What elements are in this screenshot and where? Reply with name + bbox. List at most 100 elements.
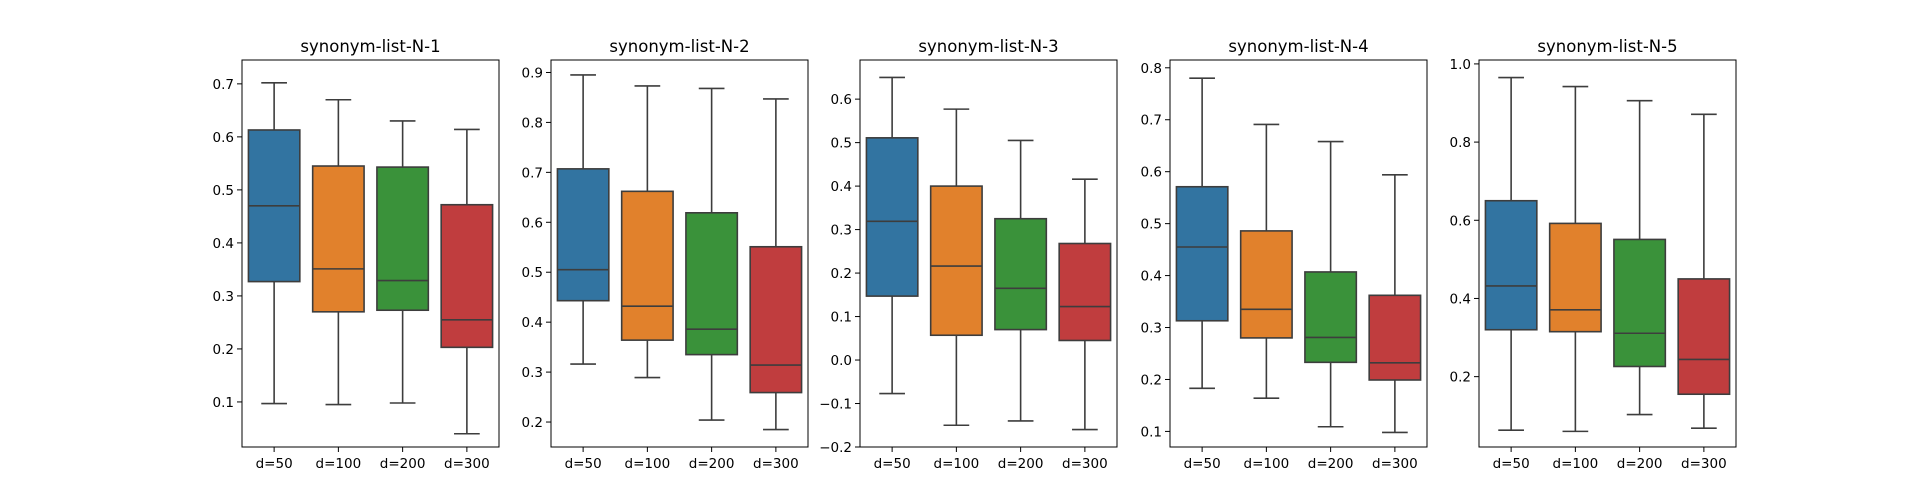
box-d=300 [1058, 178, 1112, 431]
x-tick-label: d=300 [753, 456, 799, 472]
box-d=50 [1175, 77, 1229, 390]
box-iqr [1677, 278, 1731, 396]
x-tick-label: d=50 [256, 456, 293, 472]
axes-frame [1478, 59, 1737, 448]
axes-frame [241, 59, 500, 448]
box-d=50 [247, 81, 301, 405]
box-d=300 [1368, 174, 1422, 434]
x-tick-label: d=50 [1493, 456, 1530, 472]
axes-frame [1169, 59, 1428, 448]
box-d=300 [749, 98, 803, 431]
panel-title: synonym-list-N-4 [1228, 37, 1368, 56]
box-iqr [1484, 199, 1538, 331]
y-tick-label: 0.2 [831, 266, 852, 282]
panel-2: synonym-list-N-2 0.2 0.3 0.4 0.5 0.6 0.7 0.8 0.9… [522, 37, 809, 472]
box-d=100 [1548, 85, 1602, 433]
x-tick-label: d=50 [1184, 456, 1221, 472]
box-d=200 [1304, 140, 1358, 428]
y-tick-label: 0.4 [831, 179, 852, 195]
box-iqr [1368, 294, 1422, 381]
box-iqr [440, 203, 494, 349]
panel-title: synonym-list-N-2 [609, 37, 749, 56]
x-tick-label: d=50 [565, 456, 602, 472]
box-d=200 [994, 139, 1048, 422]
y-tick-label: 0.4 [522, 315, 543, 331]
y-tick-label: −0.1 [819, 397, 852, 413]
y-tick-label: 0.3 [1141, 321, 1162, 337]
x-tick-label: d=200 [689, 456, 735, 472]
panel-title: synonym-list-N-1 [300, 37, 440, 56]
box-iqr [1613, 238, 1667, 368]
box-d=100 [1239, 123, 1293, 399]
y-tick-label: 0.4 [213, 236, 234, 252]
box-iqr [1239, 230, 1293, 339]
x-tick-label: d=100 [1553, 456, 1599, 472]
axes-frame [859, 59, 1118, 448]
x-tick-label: d=100 [316, 456, 362, 472]
box-iqr [311, 165, 365, 313]
y-tick-label: 0.1 [213, 395, 234, 411]
y-tick-label: 0.5 [522, 265, 543, 281]
y-tick-label: 0.8 [522, 115, 543, 131]
y-tick-label: 0.6 [522, 215, 543, 231]
y-tick-label: 0.1 [1141, 424, 1162, 440]
box-d=300 [1677, 113, 1731, 430]
box-iqr [556, 168, 610, 302]
x-tick-label: d=300 [1681, 456, 1727, 472]
box-d=100 [929, 108, 983, 427]
x-tick-label: d=300 [1372, 456, 1418, 472]
y-tick-label: 0.7 [1141, 113, 1162, 129]
panel-title: synonym-list-N-5 [1537, 37, 1677, 56]
box-iqr [1548, 222, 1602, 333]
y-tick-label: 0.2 [1450, 370, 1471, 386]
x-tick-label: d=100 [934, 456, 980, 472]
box-d=50 [1484, 76, 1538, 431]
y-tick-label: 0.1 [831, 310, 852, 326]
y-tick-label: 0.2 [522, 415, 543, 431]
y-tick-label: 0.8 [1450, 135, 1471, 151]
y-tick-label: 0.5 [1141, 217, 1162, 233]
y-tick-label: 0.7 [522, 165, 543, 181]
y-tick-label: 0.4 [1450, 291, 1471, 307]
y-tick-label: 0.3 [831, 223, 852, 239]
box-iqr [376, 166, 430, 312]
box-iqr [865, 137, 919, 297]
x-tick-label: d=200 [1617, 456, 1663, 472]
y-tick-label: 0.9 [522, 65, 543, 81]
y-tick-label: 0.2 [213, 342, 234, 358]
y-tick-label: 0.6 [1450, 213, 1471, 229]
x-tick-label: d=300 [444, 456, 490, 472]
box-iqr [1175, 185, 1229, 322]
box-d=200 [1613, 99, 1667, 416]
box-d=50 [865, 76, 919, 395]
box-d=200 [685, 87, 739, 421]
x-tick-label: d=300 [1062, 456, 1108, 472]
y-tick-label: 0.3 [213, 289, 234, 305]
box-iqr [685, 212, 739, 356]
y-tick-label: 0.6 [213, 130, 234, 146]
panel-4: synonym-list-N-4 0.1 0.2 0.3 0.4 0.5 0.6 0.7 0.8… [1141, 37, 1428, 472]
y-tick-label: −0.2 [819, 440, 852, 456]
x-tick-label: d=200 [998, 456, 1044, 472]
y-tick-label: 0.8 [1141, 61, 1162, 77]
y-tick-label: 0.7 [213, 77, 234, 93]
box-iqr [620, 190, 674, 341]
box-iqr [929, 185, 983, 337]
box-d=200 [376, 120, 430, 404]
box-d=100 [311, 98, 365, 406]
y-tick-label: 0.5 [213, 183, 234, 199]
panel-1: synonym-list-N-1 0.1 0.2 0.3 0.4 0.5 0.6 0.7 d=5… [213, 37, 500, 472]
y-tick-label: 0.5 [831, 136, 852, 152]
y-tick-label: 0.3 [522, 365, 543, 381]
box-iqr [1304, 271, 1358, 364]
y-tick-label: 1.0 [1450, 57, 1471, 73]
y-tick-label: 0.2 [1141, 372, 1162, 388]
x-tick-label: d=100 [1244, 456, 1290, 472]
x-tick-label: d=100 [625, 456, 671, 472]
panel-3: synonym-list-N-3 −0.2 −0.1 0.0 0.1 0.2 0.3 0.4 0… [819, 37, 1118, 472]
y-tick-label: 0.6 [831, 92, 852, 108]
x-tick-label: d=200 [1308, 456, 1354, 472]
box-iqr [1058, 242, 1112, 342]
panel-5: synonym-list-N-5 0.2 0.4 0.6 0.8 1.0 d=50 d=100… [1450, 37, 1737, 472]
